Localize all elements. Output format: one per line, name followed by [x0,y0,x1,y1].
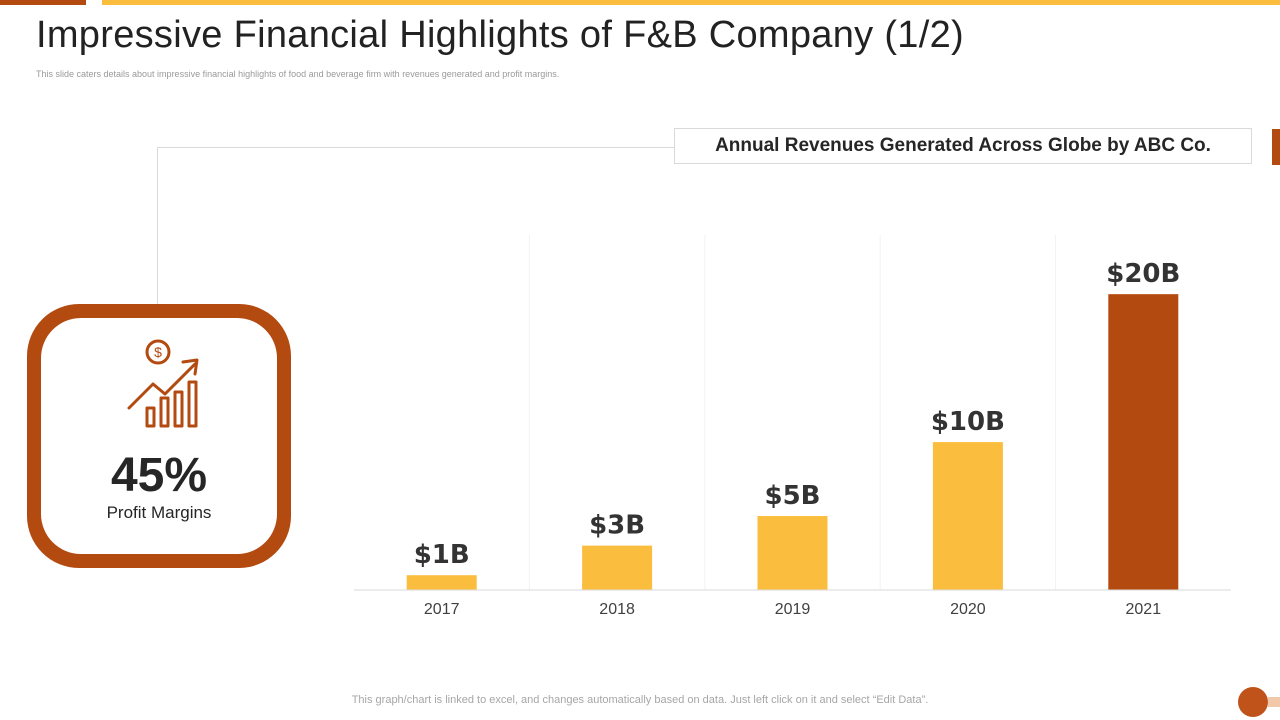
profit-margin-card: $ 45% Profit Margins [27,304,291,568]
data-label-2020: $10B [931,407,1005,437]
data-label-2021: $20B [1106,259,1180,289]
revenue-bar-chart[interactable]: $1B 2017 $3B 2018 $5B 2019 $10B 2020 $20B 2021 [340,230,1240,630]
profit-margin-card-inner: $ 45% Profit Margins [41,318,277,554]
profit-margin-label: Profit Margins [106,503,212,522]
connector-line-vertical [157,147,158,305]
x-tick-label-2021: 2021 [1126,601,1162,618]
data-label-2019: $5B [765,481,821,511]
chart-title: Annual Revenues Generated Across Globe b… [674,128,1252,164]
top-accent-bar-light [102,0,1280,5]
x-tick-label-2018: 2018 [599,601,635,618]
connector-line-horizontal [157,147,675,148]
page-title: Impressive Financial Highlights of F&B C… [36,14,964,56]
corner-decor-strip [1268,697,1280,707]
x-tick-label-2019: 2019 [775,601,811,618]
data-label-2018: $3B [589,511,645,541]
top-accent-bar-dark [0,0,86,5]
corner-decor-circle [1238,687,1268,717]
x-tick-label-2017: 2017 [424,601,460,618]
x-tick-label-2020: 2020 [950,601,986,618]
footer-note: This graph/chart is linked to excel, and… [351,694,929,706]
profit-margin-value: 45% [110,449,208,502]
bar-2017[interactable] [406,575,477,590]
svg-text:$: $ [154,344,162,360]
bar-2018[interactable] [582,545,653,590]
bar-2019[interactable] [757,516,828,590]
data-label-2017: $1B [414,540,470,570]
growth-chart-dollar-icon: $ [127,339,199,428]
bar-2020[interactable] [932,442,1003,590]
side-accent-tab [1272,129,1280,165]
bar-2021[interactable] [1108,294,1179,590]
page-subtitle: This slide caters details about impressi… [36,69,560,79]
